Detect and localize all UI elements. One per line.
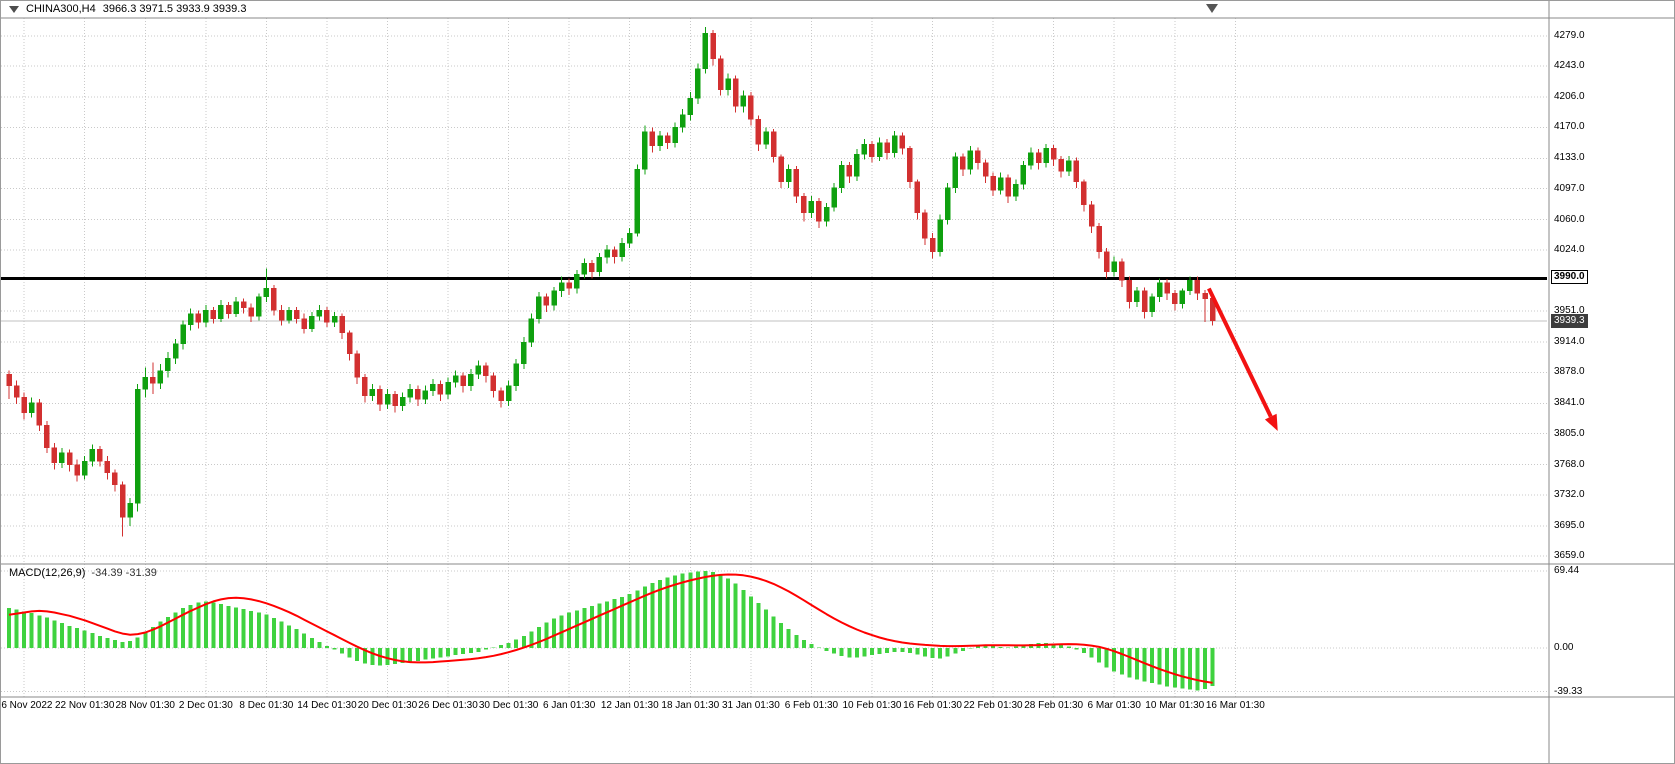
macd-indicator-values: -34.39 -31.39	[91, 567, 157, 579]
symbol-line: CHINA300,H4 3966.3 3971.5 3933.9 3939.3	[9, 3, 246, 15]
symbol-ohlc-values: 3966.3 3971.5 3933.9 3939.3	[102, 3, 247, 15]
macd-histogram	[7, 571, 1215, 691]
macd-indicator-label: MACD(12,26,9) -34.39 -31.39	[9, 567, 157, 579]
macd-signal-line	[8, 573, 1213, 684]
symbol-dropdown-icon[interactable]	[9, 5, 19, 13]
grid-layer	[1, 18, 1547, 697]
macd-indicator-name: MACD(12,26,9)	[9, 567, 86, 579]
trend-arrow[interactable]	[1207, 287, 1278, 432]
symbol-title: CHINA300,H4	[26, 3, 96, 15]
chart-shift-marker-icon[interactable]	[1206, 4, 1218, 13]
candles-layer	[6, 26, 1216, 537]
